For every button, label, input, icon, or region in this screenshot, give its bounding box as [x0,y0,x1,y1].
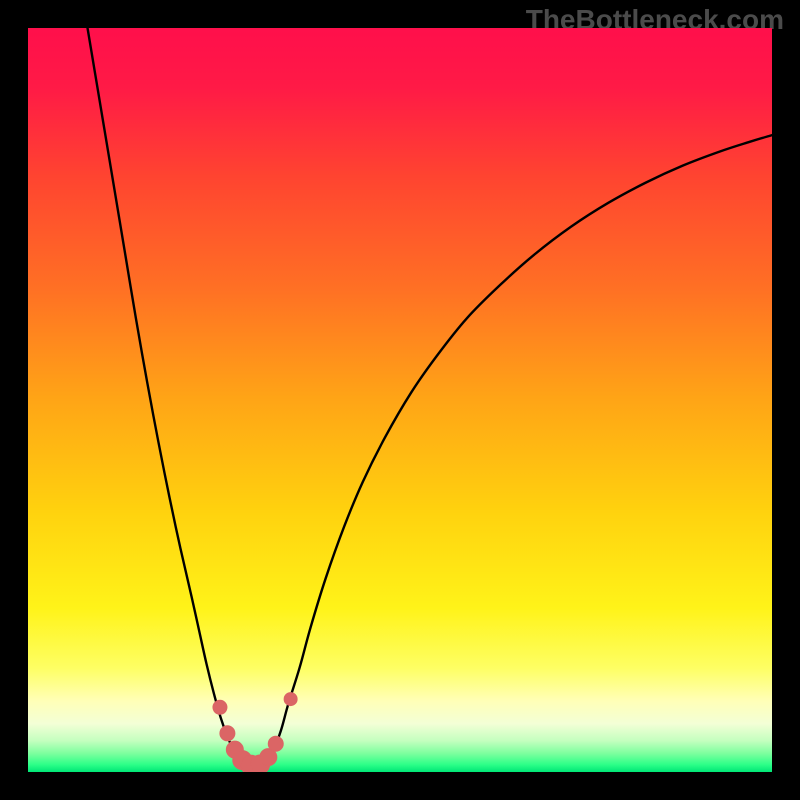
bottleneck-curve-chart [28,28,772,772]
marker-dot [220,726,235,741]
chart-frame: TheBottleneck.com [0,0,800,800]
marker-dot [213,700,227,714]
plot-area [28,28,772,772]
marker-dot [284,693,297,706]
marker-dot [268,736,283,751]
gradient-background [28,28,772,772]
